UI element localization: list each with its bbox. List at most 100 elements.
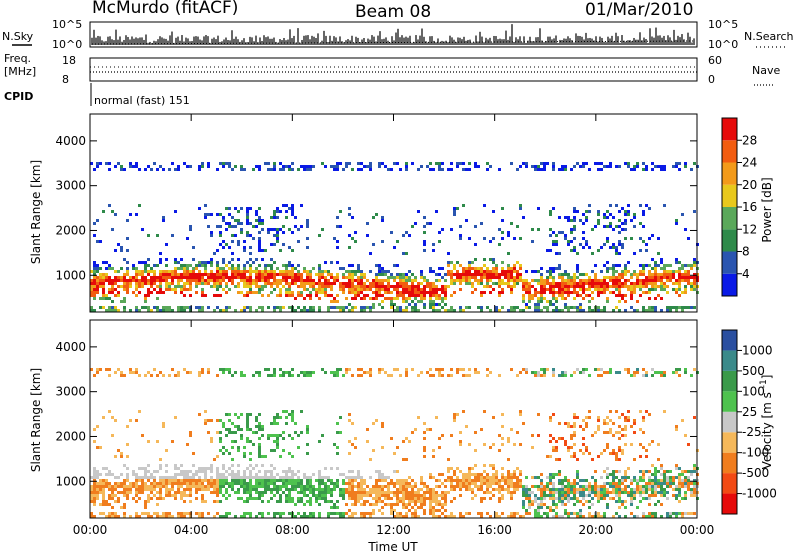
velocity-cell [477,473,480,476]
power-cell [546,270,549,273]
power-cell [213,276,216,279]
velocity-cell [471,473,474,476]
power-cell [498,291,501,294]
power-cell [234,276,237,279]
power-cell [225,291,228,294]
velocity-cell [507,476,510,479]
velocity-cell [162,515,165,518]
power-cell [258,237,261,240]
velocity-cell [201,494,204,497]
power-cell [99,276,102,279]
velocity-cell [144,503,147,506]
velocity-cell [165,464,168,467]
velocity-cell [117,491,120,494]
power-cell [261,306,264,309]
velocity-cell [393,485,396,488]
power-cell [150,276,153,279]
velocity-cell [246,512,249,515]
velocity-cell [489,446,492,449]
power-cell [693,306,696,309]
power-cell [198,279,201,282]
velocity-cell [93,473,96,476]
velocity-cell [360,368,363,371]
velocity-cell [546,506,549,509]
power-cell [402,300,405,303]
power-cell [600,285,603,288]
velocity-cell [630,491,633,494]
power-cell [678,273,681,276]
velocity-cell [507,440,510,443]
velocity-cell [126,476,129,479]
velocity-cell [354,491,357,494]
velocity-cell [357,482,360,485]
nave-tick-top: 60 [708,54,722,67]
power-cell [111,267,114,270]
power-cell [387,291,390,294]
velocity-cell [399,515,402,518]
power-cell [501,207,504,210]
power-cell [159,285,162,288]
power-cell [153,288,156,291]
power-cell [678,276,681,279]
velocity-cell [162,512,165,515]
velocity-cell [540,485,543,488]
velocity-cell [495,488,498,491]
velocity-cell [396,488,399,491]
velocity-cell [453,485,456,488]
velocity-cell [300,491,303,494]
velocity-cell [522,500,525,503]
velocity-cell [345,371,348,374]
velocity-cell [243,374,246,377]
power-cell [234,234,237,237]
velocity-cell [627,368,630,371]
velocity-cell [273,512,276,515]
power-cell [585,273,588,276]
velocity-cell [441,374,444,377]
power-cell [270,264,273,267]
power-cell [186,276,189,279]
power-cell [93,288,96,291]
power-cell [381,285,384,288]
velocity-cell [516,431,519,434]
velocity-cell [210,470,213,473]
velocity-cell [351,503,354,506]
velocity-cell [321,482,324,485]
power-cell [591,297,594,300]
power-cell [465,306,468,309]
velocity-cell [585,416,588,419]
velocity-cell [216,491,219,494]
velocity-cell [180,479,183,482]
power-cell [294,273,297,276]
velocity-cell [177,479,180,482]
velocity-cell [138,479,141,482]
power-cell [111,282,114,285]
power-cell [627,288,630,291]
velocity-cell [591,485,594,488]
power-cell [201,294,204,297]
velocity-cell [186,443,189,446]
power-cell [663,204,666,207]
power-cell [273,228,276,231]
power-cell [105,297,108,300]
velocity-cell [225,428,228,431]
power-cell [255,282,258,285]
velocity-cell [582,437,585,440]
velocity-cell [639,455,642,458]
power-cell [660,282,663,285]
power-cell [462,204,465,207]
power-cell [228,276,231,279]
power-cell [303,279,306,282]
velocity-cell [351,488,354,491]
power-cell [693,210,696,213]
velocity-cell [588,485,591,488]
power-cell [228,306,231,309]
power-cell [105,267,108,270]
power-cell [546,276,549,279]
velocity-cell [333,371,336,374]
velocity-cell [306,374,309,377]
velocity-cell [348,482,351,485]
velocity-cell [291,368,294,371]
velocity-cell [480,479,483,482]
power-cell [555,282,558,285]
power-cell [351,309,354,312]
